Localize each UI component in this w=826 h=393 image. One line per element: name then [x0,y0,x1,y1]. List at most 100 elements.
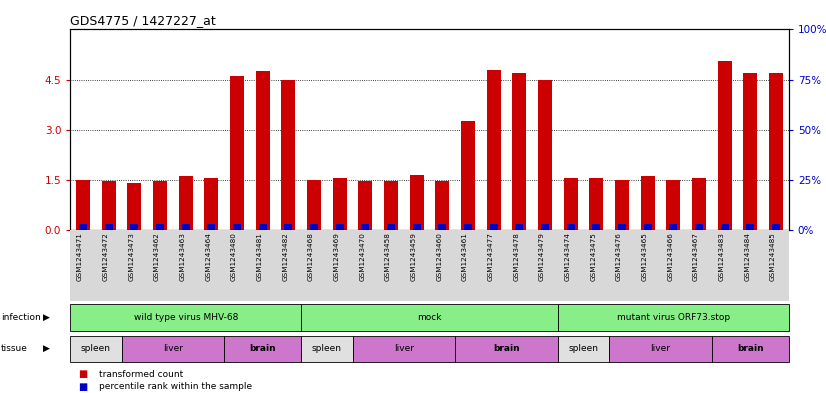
Bar [230,76,244,230]
Text: ▶: ▶ [43,313,50,322]
Text: GSM1243473: GSM1243473 [128,232,135,281]
Text: GSM1243479: GSM1243479 [539,232,545,281]
Bar [156,224,164,230]
Bar [669,224,677,230]
Text: GSM1243482: GSM1243482 [282,232,288,281]
Bar [641,176,655,230]
Bar [127,183,141,230]
Bar [121,336,224,362]
Bar [76,180,90,230]
Bar [249,230,276,301]
Bar [301,230,327,301]
Bar [567,224,575,230]
Text: ■: ■ [78,382,88,392]
Text: GSM1243474: GSM1243474 [565,232,571,281]
Bar [224,230,249,301]
Text: GSM1243468: GSM1243468 [308,232,314,281]
Bar [538,79,552,230]
Text: GSM1243463: GSM1243463 [180,232,186,281]
Bar [147,230,173,301]
Bar [307,180,321,230]
Text: GDS4775 / 1427227_at: GDS4775 / 1427227_at [70,14,216,27]
Text: GSM1243478: GSM1243478 [513,232,520,281]
Bar [592,224,601,230]
Bar [207,224,216,230]
Bar [589,178,604,230]
Bar [747,224,754,230]
Bar [79,224,87,230]
Bar [413,224,420,230]
Text: GSM1243464: GSM1243464 [206,232,211,281]
Text: liver: liver [163,344,183,353]
Bar [686,230,712,301]
Bar [310,224,318,230]
Text: wild type virus MHV-68: wild type virus MHV-68 [134,313,238,322]
Text: tissue: tissue [1,344,28,353]
Bar [772,224,780,230]
Text: spleen: spleen [312,344,342,353]
Bar [96,230,121,301]
Bar [712,230,738,301]
Text: GSM1243469: GSM1243469 [334,232,339,281]
Bar [506,230,532,301]
Bar [362,224,369,230]
Bar [204,178,218,230]
Text: GSM1243484: GSM1243484 [744,232,750,281]
Text: GSM1243461: GSM1243461 [462,232,468,281]
Bar [353,336,455,362]
Bar [70,336,121,362]
Bar [455,230,481,301]
Bar [224,336,301,362]
Bar [558,336,609,362]
Text: GSM1243480: GSM1243480 [231,232,237,281]
Bar [721,224,729,230]
Bar [430,230,455,301]
Text: GSM1243467: GSM1243467 [693,232,699,281]
Text: GSM1243462: GSM1243462 [154,232,160,281]
Bar [609,336,712,362]
Bar [336,224,344,230]
Bar [512,73,526,230]
Text: GSM1243465: GSM1243465 [642,232,648,281]
Bar [464,224,472,230]
Text: GSM1243466: GSM1243466 [667,232,673,281]
Text: GSM1243459: GSM1243459 [411,232,416,281]
Bar [276,230,301,301]
Bar [615,180,629,230]
Bar [182,224,190,230]
Text: brain: brain [249,344,276,353]
Text: ■: ■ [78,369,88,379]
Bar [378,230,404,301]
Bar [105,224,112,230]
Bar [384,182,398,230]
Bar [515,224,523,230]
Bar [435,182,449,230]
Text: percentile rank within the sample: percentile rank within the sample [99,382,252,391]
Text: GSM1243481: GSM1243481 [257,232,263,281]
Bar [712,336,789,362]
Bar [490,224,497,230]
Bar [255,71,270,230]
Bar [233,224,241,230]
Bar [282,79,296,230]
Bar [643,224,652,230]
Bar [70,230,96,301]
Bar [410,175,424,230]
Bar [763,230,789,301]
Bar [439,224,446,230]
Bar [461,121,475,230]
Bar [743,73,757,230]
Bar [121,230,147,301]
Bar [618,224,626,230]
Bar [718,61,732,230]
Bar [131,224,138,230]
Bar [609,230,635,301]
Bar [481,230,506,301]
Bar [333,178,347,230]
Text: mock: mock [417,313,442,322]
Bar [102,182,116,230]
Bar [695,224,703,230]
Bar [259,224,267,230]
Bar [301,304,558,331]
Text: GSM1243475: GSM1243475 [591,232,596,281]
